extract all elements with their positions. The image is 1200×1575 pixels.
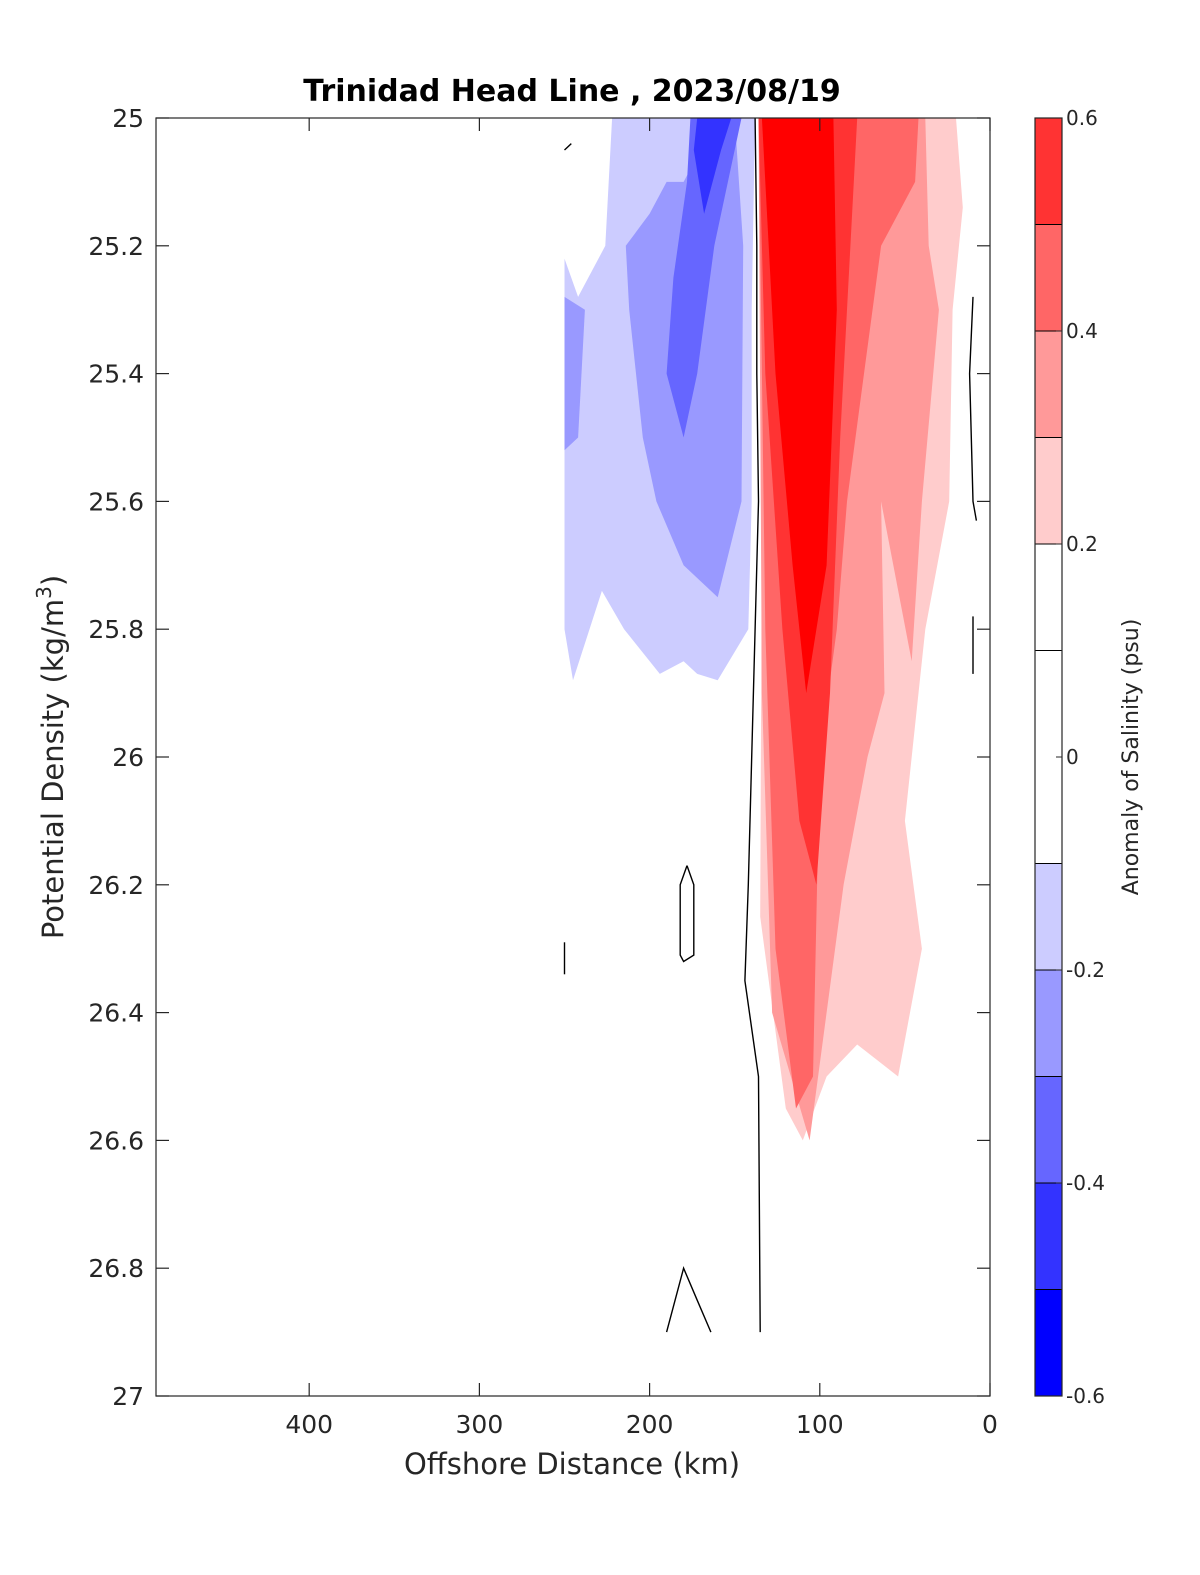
y-tick-label: 25.8 bbox=[88, 615, 144, 644]
colorbar-segment bbox=[1034, 1289, 1063, 1397]
y-tick-label: 25.2 bbox=[88, 232, 144, 261]
x-axis: 400 300 200 100 0 bbox=[285, 118, 998, 1439]
colorbar-tick-label: -0.4 bbox=[1066, 1171, 1105, 1195]
y-tick-label: 26.2 bbox=[88, 871, 144, 900]
contour-fill-region bbox=[693, 118, 732, 214]
y-tick-label: 26 bbox=[112, 743, 144, 772]
x-tick-label: 200 bbox=[626, 1410, 674, 1439]
x-tick-label: 0 bbox=[982, 1410, 998, 1439]
y-tick-label: 26.4 bbox=[88, 999, 144, 1028]
y-tick-label: 26.8 bbox=[88, 1254, 144, 1283]
colorbar-tick-label: 0.4 bbox=[1066, 319, 1098, 343]
colorbar-segment bbox=[1034, 224, 1063, 332]
colorbar-tick-label: 0.2 bbox=[1066, 532, 1098, 556]
colorbar-tick-label: 0 bbox=[1066, 745, 1079, 769]
contour-fill-region bbox=[666, 118, 742, 438]
colorbar-segment bbox=[1034, 543, 1063, 651]
contour-fills bbox=[564, 118, 963, 1141]
colorbar-segment bbox=[1034, 863, 1063, 971]
y-axis-label: Potential Density (kg/m3) bbox=[32, 575, 70, 939]
y-axis-label-end: ) bbox=[36, 575, 70, 586]
y-axis-label-base: Potential Density (kg/m bbox=[36, 599, 70, 939]
x-tick-label: 100 bbox=[796, 1410, 844, 1439]
contour-fill-region bbox=[564, 296, 585, 451]
colorbar-tick-label: -0.2 bbox=[1066, 958, 1105, 982]
zero-contour-line bbox=[564, 143, 572, 151]
y-axis-label-sup: 3 bbox=[32, 586, 56, 599]
chart-title: Trinidad Head Line , 2023/08/19 bbox=[303, 74, 840, 109]
colorbar: -0.6 -0.4 -0.2 0 0.2 0.4 0.6 bbox=[1034, 106, 1105, 1408]
zero-contour-line bbox=[679, 865, 695, 963]
colorbar-tick-label: -0.6 bbox=[1066, 1384, 1105, 1408]
y-tick-label: 26.6 bbox=[88, 1126, 144, 1155]
colorbar-segment bbox=[1034, 330, 1063, 438]
y-axis: 25 25.2 25.4 25.6 25.8 26 26.2 26.4 26.6 26.8 27 bbox=[88, 104, 990, 1411]
y-tick-label: 25.6 bbox=[88, 487, 144, 516]
y-tick-label: 25 bbox=[112, 104, 144, 133]
colorbar-segment bbox=[1034, 1182, 1063, 1290]
colorbar-label: Anomaly of Salinity (psu) bbox=[1119, 619, 1144, 896]
colorbar-segment bbox=[1034, 969, 1063, 1077]
contour-fill-region bbox=[761, 118, 837, 694]
y-tick-label: 27 bbox=[112, 1382, 144, 1411]
colorbar-segment bbox=[1034, 437, 1063, 545]
y-tick-label: 25.4 bbox=[88, 360, 144, 389]
colorbar-tick-label: 0.6 bbox=[1066, 106, 1098, 130]
zero-contour-line bbox=[665, 1266, 712, 1333]
zero-contour-line bbox=[968, 296, 978, 521]
colorbar-segment bbox=[1034, 1076, 1063, 1184]
zero-contour-lines bbox=[563, 118, 978, 1333]
x-axis-label: Offshore Distance (km) bbox=[404, 1447, 740, 1481]
colorbar-segment bbox=[1034, 117, 1063, 225]
x-tick-label: 400 bbox=[285, 1410, 333, 1439]
zero-contour-line bbox=[744, 118, 761, 1333]
x-tick-label: 300 bbox=[456, 1410, 504, 1439]
